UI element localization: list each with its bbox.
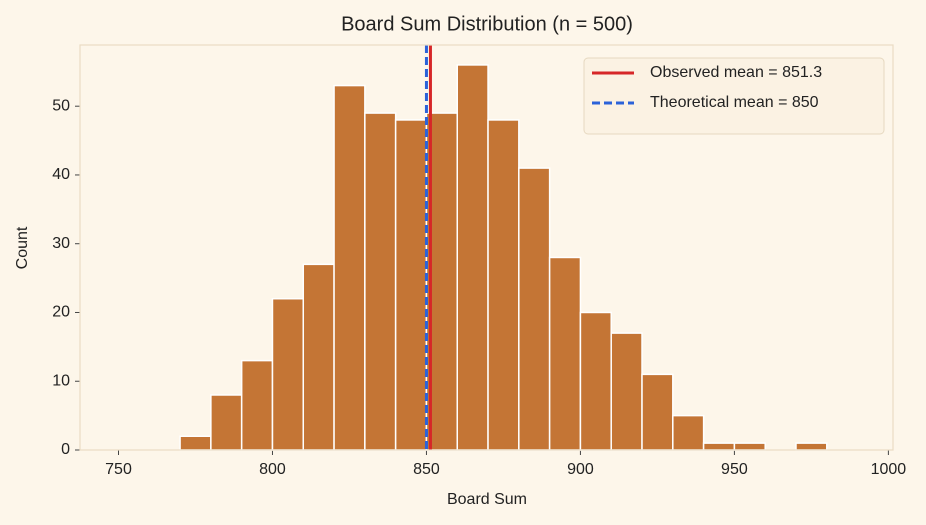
bar xyxy=(548,256,582,451)
y-axis-label: Count xyxy=(14,226,31,269)
bar xyxy=(518,167,551,451)
bar xyxy=(364,112,397,451)
legend-label: Observed mean = 851.3 xyxy=(650,64,822,81)
bar xyxy=(733,442,766,451)
bar xyxy=(641,373,674,451)
bar xyxy=(456,64,489,451)
bar xyxy=(302,263,335,451)
x-axis-label: Board Sum xyxy=(447,491,527,508)
bar xyxy=(394,119,428,451)
y-tick-label: 50 xyxy=(52,97,70,114)
plot-frame xyxy=(79,44,894,451)
bar xyxy=(610,332,643,451)
x-tick-label: 950 xyxy=(721,461,748,478)
y-tick-label: 40 xyxy=(52,166,70,183)
bar xyxy=(210,394,243,451)
chart-title: Board Sum Distribution (n = 500) xyxy=(341,13,633,35)
bar xyxy=(179,435,212,451)
legend-label: Theoretical mean = 850 xyxy=(650,94,819,111)
y-tick-label: 30 xyxy=(52,235,70,252)
legend-box xyxy=(583,57,885,135)
x-tick-label: 800 xyxy=(259,461,286,478)
bar xyxy=(487,119,520,451)
x-tick-label: 850 xyxy=(413,461,440,478)
bar xyxy=(672,414,705,451)
bar xyxy=(795,442,828,451)
bar xyxy=(333,84,366,451)
x-tick-label: 1000 xyxy=(871,461,907,478)
y-tick-label: 0 xyxy=(61,441,70,458)
bar xyxy=(271,297,305,451)
y-tick-label: 10 xyxy=(52,372,70,389)
bar xyxy=(579,311,612,451)
bar xyxy=(702,442,736,451)
x-tick-label: 900 xyxy=(567,461,594,478)
y-tick-label: 20 xyxy=(52,304,70,321)
bar xyxy=(240,359,274,451)
x-tick-label: 750 xyxy=(105,461,132,478)
